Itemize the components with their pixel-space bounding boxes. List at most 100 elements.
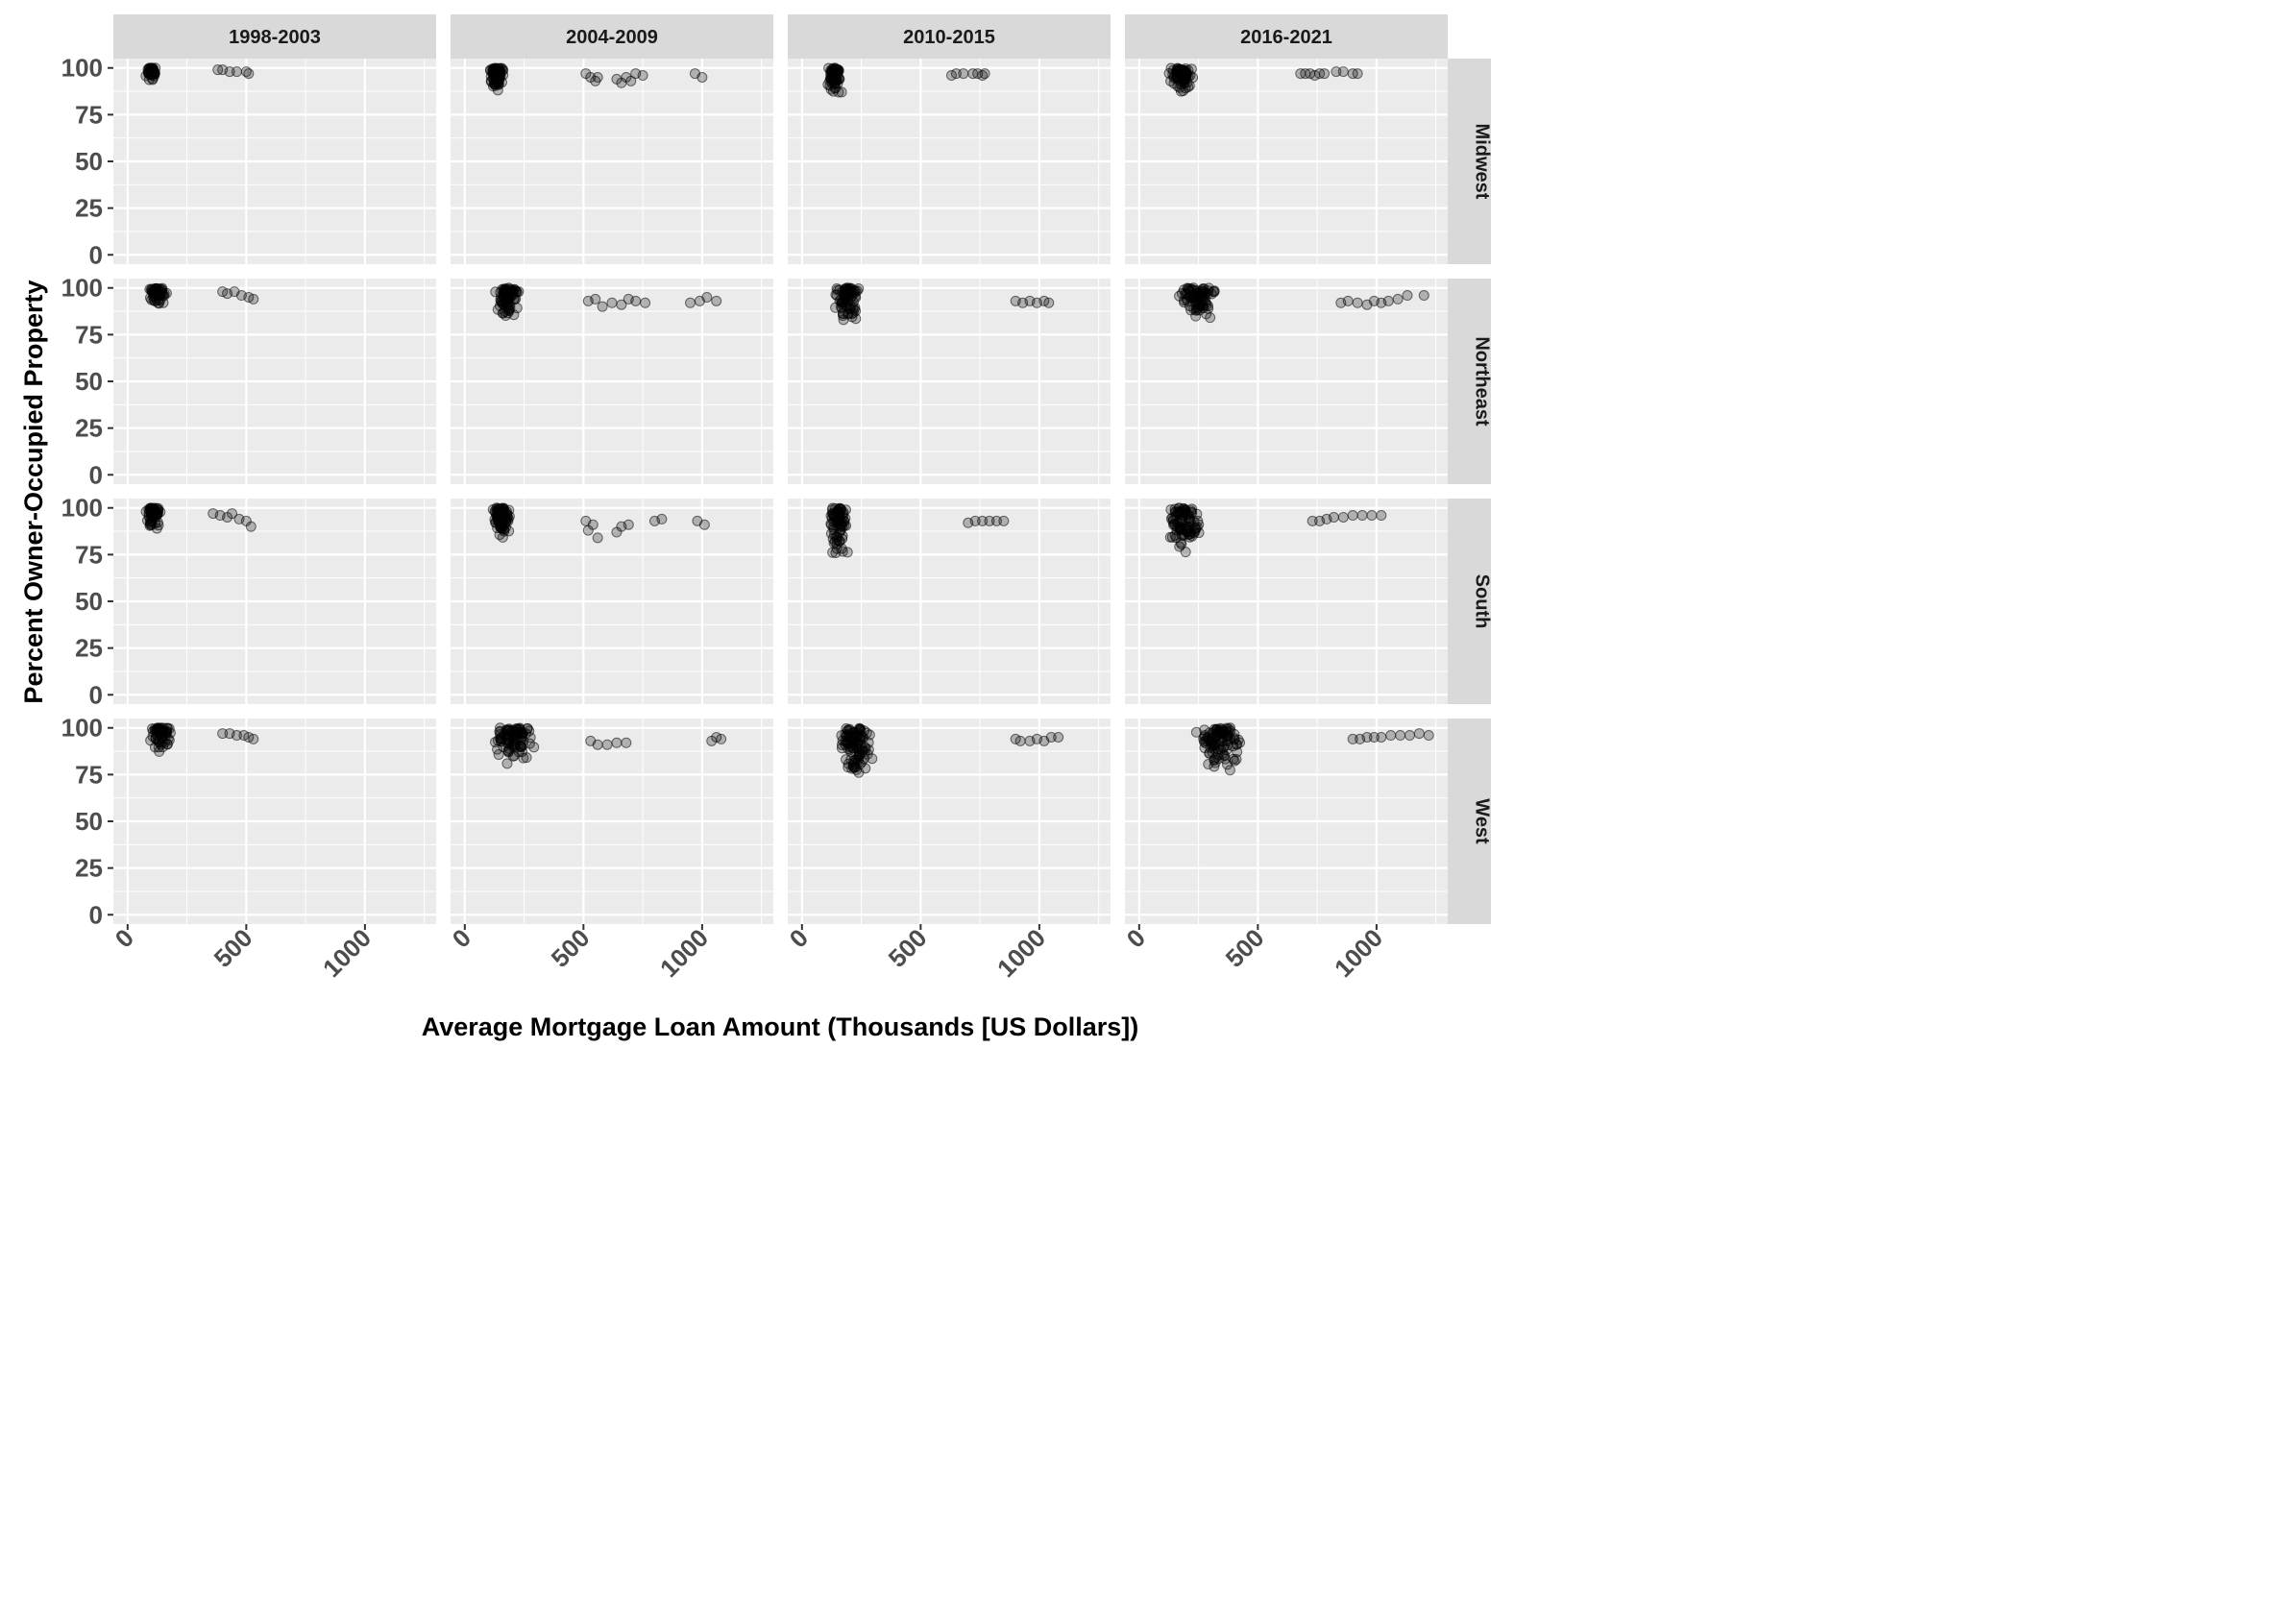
data-points bbox=[484, 62, 708, 96]
data-point bbox=[845, 729, 857, 741]
strip-northeast bbox=[1448, 279, 1491, 484]
data-point bbox=[1185, 285, 1196, 297]
data-point bbox=[1418, 290, 1429, 302]
data-point bbox=[1205, 312, 1216, 324]
data-point bbox=[157, 737, 168, 748]
data-point bbox=[159, 288, 170, 300]
y-tick-label: 50 bbox=[75, 807, 103, 836]
y-tick-label: 0 bbox=[89, 240, 103, 269]
data-point bbox=[495, 722, 506, 734]
data-point bbox=[1166, 531, 1178, 543]
data-point bbox=[522, 723, 533, 735]
data-point bbox=[501, 293, 512, 305]
data-point bbox=[1376, 510, 1387, 522]
data-point bbox=[501, 758, 513, 769]
data-point bbox=[1328, 511, 1339, 523]
data-point bbox=[1331, 66, 1342, 78]
data-point bbox=[502, 744, 514, 756]
data-point bbox=[1347, 733, 1358, 744]
data-point bbox=[1224, 765, 1235, 776]
strip-label-west: West bbox=[1472, 798, 1493, 844]
panel-northeast-1998-2003 bbox=[113, 279, 436, 484]
data-point bbox=[1376, 731, 1387, 743]
y-tick-label: 0 bbox=[89, 900, 103, 929]
data-point bbox=[590, 293, 601, 305]
data-point bbox=[592, 739, 603, 750]
data-point bbox=[1185, 513, 1196, 524]
data-point bbox=[518, 752, 529, 764]
data-point bbox=[829, 63, 841, 75]
panel-midwest-2010-2015 bbox=[788, 59, 1111, 264]
data-point bbox=[1319, 68, 1331, 80]
data-point bbox=[496, 523, 507, 534]
data-point bbox=[1413, 728, 1425, 740]
strip-label-2004-2009: 2004-2009 bbox=[566, 27, 658, 48]
data-point bbox=[1185, 70, 1196, 82]
data-point bbox=[503, 305, 515, 317]
data-point bbox=[826, 69, 838, 81]
data-point bbox=[1307, 515, 1318, 526]
data-points bbox=[145, 722, 259, 757]
panel-west-2004-2009 bbox=[451, 719, 773, 924]
data-point bbox=[495, 71, 506, 83]
y-axis-title: Percent Owner-Occupied Property bbox=[19, 280, 48, 703]
y-tick-label: 25 bbox=[75, 414, 103, 443]
data-point bbox=[231, 66, 242, 78]
data-point bbox=[621, 737, 632, 748]
data-points bbox=[836, 722, 1064, 778]
data-points bbox=[490, 722, 727, 769]
data-point bbox=[716, 733, 727, 744]
y-tick-label: 0 bbox=[89, 680, 103, 709]
data-point bbox=[979, 68, 990, 80]
data-point bbox=[625, 75, 637, 86]
data-point bbox=[1179, 74, 1190, 85]
y-tick-label: 25 bbox=[75, 194, 103, 223]
data-point bbox=[524, 738, 535, 749]
strip-label-midwest: Midwest bbox=[1472, 124, 1493, 200]
facet-panels: 1998-2003 2004-2009 2010-2015 2016-2021 Midw… bbox=[113, 14, 1493, 924]
y-tick-label: 100 bbox=[61, 274, 103, 303]
data-point bbox=[640, 297, 651, 308]
data-point bbox=[597, 301, 608, 312]
data-point bbox=[1053, 731, 1064, 743]
data-point bbox=[833, 510, 844, 522]
data-point bbox=[1174, 63, 1185, 75]
data-point bbox=[497, 284, 508, 296]
strip-west bbox=[1448, 719, 1491, 924]
data-point bbox=[969, 515, 981, 526]
data-point bbox=[145, 502, 157, 514]
panel-south-2004-2009 bbox=[451, 499, 773, 704]
data-point bbox=[847, 743, 859, 754]
y-tick-label: 0 bbox=[89, 460, 103, 489]
data-point bbox=[587, 519, 598, 530]
y-tick-label: 100 bbox=[61, 494, 103, 523]
data-point bbox=[958, 68, 969, 80]
data-points bbox=[825, 502, 1010, 558]
data-point bbox=[864, 729, 875, 741]
data-point bbox=[860, 763, 871, 774]
data-point bbox=[502, 724, 514, 736]
data-point bbox=[826, 504, 838, 516]
data-point bbox=[616, 299, 627, 310]
data-point bbox=[148, 294, 159, 305]
data-points bbox=[140, 62, 255, 85]
data-point bbox=[143, 62, 155, 74]
y-tick-label: 25 bbox=[75, 854, 103, 883]
y-tick-label: 50 bbox=[75, 587, 103, 616]
data-point bbox=[984, 515, 995, 526]
data-point bbox=[696, 71, 708, 83]
data-point bbox=[840, 513, 851, 524]
panel-west-1998-2003 bbox=[113, 719, 436, 924]
data-point bbox=[1043, 297, 1055, 308]
panel-northeast-2016-2021 bbox=[1125, 279, 1448, 484]
data-point bbox=[1224, 733, 1235, 744]
data-point bbox=[1178, 524, 1189, 535]
strip-label-2010-2015: 2010-2015 bbox=[903, 27, 995, 48]
data-point bbox=[1212, 744, 1224, 755]
panel-south-2016-2021 bbox=[1125, 499, 1448, 704]
data-points bbox=[487, 502, 710, 544]
data-point bbox=[836, 743, 847, 754]
data-point bbox=[1337, 511, 1349, 523]
data-point bbox=[528, 742, 540, 753]
data-point bbox=[950, 68, 962, 80]
